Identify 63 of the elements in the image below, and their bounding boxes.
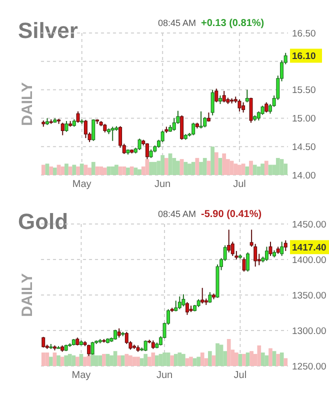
candlestick xyxy=(210,89,214,116)
y-tick-label: 16.50 xyxy=(292,28,316,40)
text: -5.90 (0.41%) xyxy=(201,209,262,220)
candlestick xyxy=(138,138,142,151)
candlestick xyxy=(192,122,196,136)
y-tick-label: 1250.00 xyxy=(292,361,326,372)
candlestick xyxy=(92,118,96,142)
candlestick xyxy=(264,246,268,262)
x-tick-label: May xyxy=(72,370,91,381)
chart-title: Silver xyxy=(18,18,78,43)
candlestick xyxy=(242,256,246,272)
x-tick-label: Jun xyxy=(154,179,171,190)
candlestick xyxy=(208,292,212,304)
candlestick xyxy=(238,98,242,112)
candlestick xyxy=(246,252,250,272)
chart-title: Gold xyxy=(18,209,68,234)
y-axis-title: DAILY xyxy=(19,82,36,126)
candlestick xyxy=(249,97,253,124)
text: +0.13 (0.81%) xyxy=(201,18,264,29)
x-tick-label: Jun xyxy=(156,370,173,381)
text: 1417.40 xyxy=(292,242,326,254)
candlestick xyxy=(64,120,68,132)
candlestick xyxy=(284,240,288,252)
candlestick xyxy=(144,340,148,352)
y-tick-label: 1350.00 xyxy=(292,290,326,302)
candlestick xyxy=(200,287,204,304)
x-tick-label: Jul xyxy=(233,179,246,190)
candlestick xyxy=(174,300,178,312)
candlestick xyxy=(214,88,218,103)
candlestick xyxy=(280,241,284,256)
candlestick xyxy=(60,122,64,136)
candlestick xyxy=(254,243,258,268)
y-axis-title: DAILY xyxy=(19,273,36,317)
x-tick-label: Jul xyxy=(234,370,247,381)
candlestick xyxy=(227,229,231,253)
candlestick xyxy=(117,328,121,338)
y-tick-label: 1300.00 xyxy=(292,326,326,337)
candlestick xyxy=(264,102,268,114)
candlestick xyxy=(245,89,249,103)
candlestick xyxy=(180,114,184,140)
candlestick xyxy=(242,102,246,114)
x-tick-label: May xyxy=(72,179,92,190)
candlestick xyxy=(160,130,164,143)
candlestick xyxy=(199,110,203,129)
candlestick xyxy=(110,126,114,142)
text: 08:45 AM xyxy=(158,209,196,219)
candlestick xyxy=(268,241,272,256)
candlestick xyxy=(178,296,182,310)
y-tick-label: 15.00 xyxy=(292,114,316,125)
candlestick xyxy=(185,302,189,316)
y-tick-label: 1400.00 xyxy=(292,254,326,266)
text: 08:45 AM xyxy=(158,18,196,28)
y-tick-label: 14.50 xyxy=(292,142,316,153)
candlestick xyxy=(222,90,226,103)
candlestick xyxy=(76,110,80,124)
candlestick xyxy=(182,294,186,307)
y-tick-label: 1450.00 xyxy=(292,219,326,230)
candlestick xyxy=(42,336,46,348)
y-tick-label: 15.50 xyxy=(292,85,316,96)
text: 16.10 xyxy=(292,51,316,62)
y-tick-label: 14.00 xyxy=(292,170,316,182)
candlestick xyxy=(260,105,264,116)
candlestick xyxy=(84,119,88,139)
